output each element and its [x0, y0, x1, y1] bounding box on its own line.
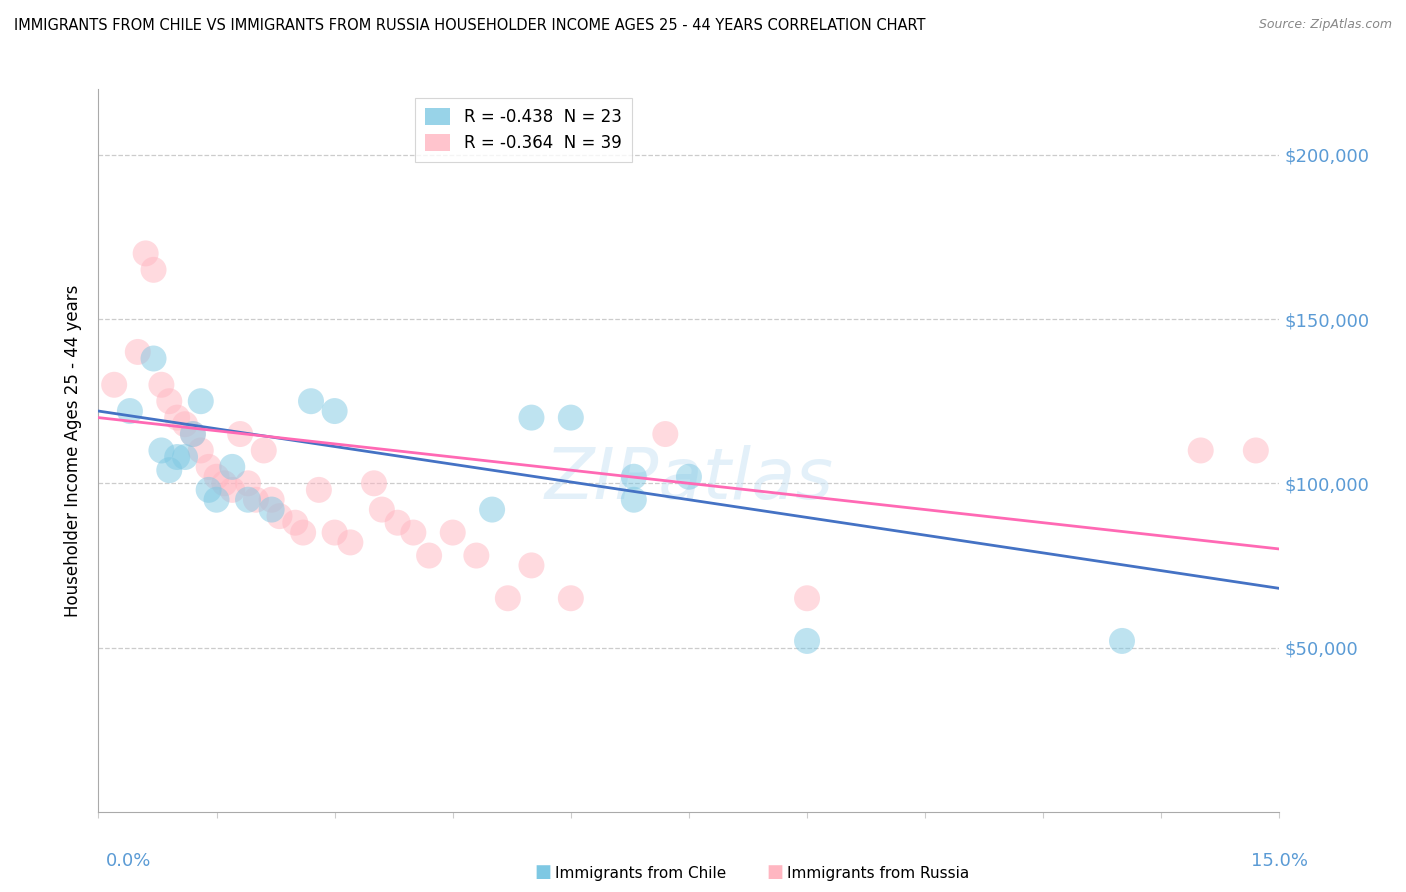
Point — [623, 492, 645, 507]
Text: ZIPatlas: ZIPatlas — [544, 445, 834, 514]
Point — [142, 262, 165, 277]
Point — [174, 417, 197, 432]
Point — [1244, 443, 1267, 458]
Point — [245, 492, 267, 507]
Y-axis label: Householder Income Ages 25 - 44 years: Householder Income Ages 25 - 44 years — [65, 285, 83, 616]
Text: IMMIGRANTS FROM CHILE VS IMMIGRANTS FROM RUSSIA HOUSEHOLDER INCOME AGES 25 - 44 : IMMIGRANTS FROM CHILE VS IMMIGRANTS FROM… — [14, 18, 925, 33]
Text: 0.0%: 0.0% — [105, 852, 150, 870]
Text: Immigrants from Russia: Immigrants from Russia — [787, 866, 970, 881]
Point — [371, 502, 394, 516]
Point — [678, 469, 700, 483]
Point — [496, 591, 519, 606]
Point — [481, 502, 503, 516]
Point — [654, 427, 676, 442]
Legend: R = -0.438  N = 23, R = -0.364  N = 39: R = -0.438 N = 23, R = -0.364 N = 39 — [416, 97, 631, 162]
Point — [418, 549, 440, 563]
Point — [205, 469, 228, 483]
Point — [157, 463, 180, 477]
Text: ■: ■ — [766, 863, 783, 881]
Point — [150, 377, 173, 392]
Point — [150, 443, 173, 458]
Point — [214, 476, 236, 491]
Point — [103, 377, 125, 392]
Point — [118, 404, 141, 418]
Point — [221, 483, 243, 497]
Point — [441, 525, 464, 540]
Point — [402, 525, 425, 540]
Point — [221, 459, 243, 474]
Point — [260, 502, 283, 516]
Text: 15.0%: 15.0% — [1250, 852, 1308, 870]
Point — [520, 410, 543, 425]
Point — [363, 476, 385, 491]
Point — [339, 535, 361, 549]
Point — [260, 492, 283, 507]
Point — [236, 476, 259, 491]
Point — [166, 410, 188, 425]
Point — [560, 591, 582, 606]
Point — [181, 427, 204, 442]
Point — [229, 427, 252, 442]
Point — [796, 634, 818, 648]
Point — [253, 443, 276, 458]
Point — [236, 492, 259, 507]
Point — [308, 483, 330, 497]
Text: Immigrants from Chile: Immigrants from Chile — [555, 866, 727, 881]
Point — [269, 509, 291, 524]
Point — [174, 450, 197, 464]
Point — [465, 549, 488, 563]
Point — [623, 469, 645, 483]
Point — [166, 450, 188, 464]
Point — [127, 345, 149, 359]
Point — [205, 492, 228, 507]
Point — [190, 394, 212, 409]
Point — [181, 427, 204, 442]
Point — [142, 351, 165, 366]
Point — [1111, 634, 1133, 648]
Point — [323, 525, 346, 540]
Point — [1189, 443, 1212, 458]
Text: Source: ZipAtlas.com: Source: ZipAtlas.com — [1258, 18, 1392, 31]
Point — [157, 394, 180, 409]
Point — [520, 558, 543, 573]
Point — [190, 443, 212, 458]
Point — [796, 591, 818, 606]
Point — [560, 410, 582, 425]
Point — [323, 404, 346, 418]
Text: ■: ■ — [534, 863, 551, 881]
Point — [135, 246, 157, 260]
Point — [197, 459, 219, 474]
Point — [387, 516, 409, 530]
Point — [292, 525, 315, 540]
Point — [284, 516, 307, 530]
Point — [197, 483, 219, 497]
Point — [299, 394, 322, 409]
